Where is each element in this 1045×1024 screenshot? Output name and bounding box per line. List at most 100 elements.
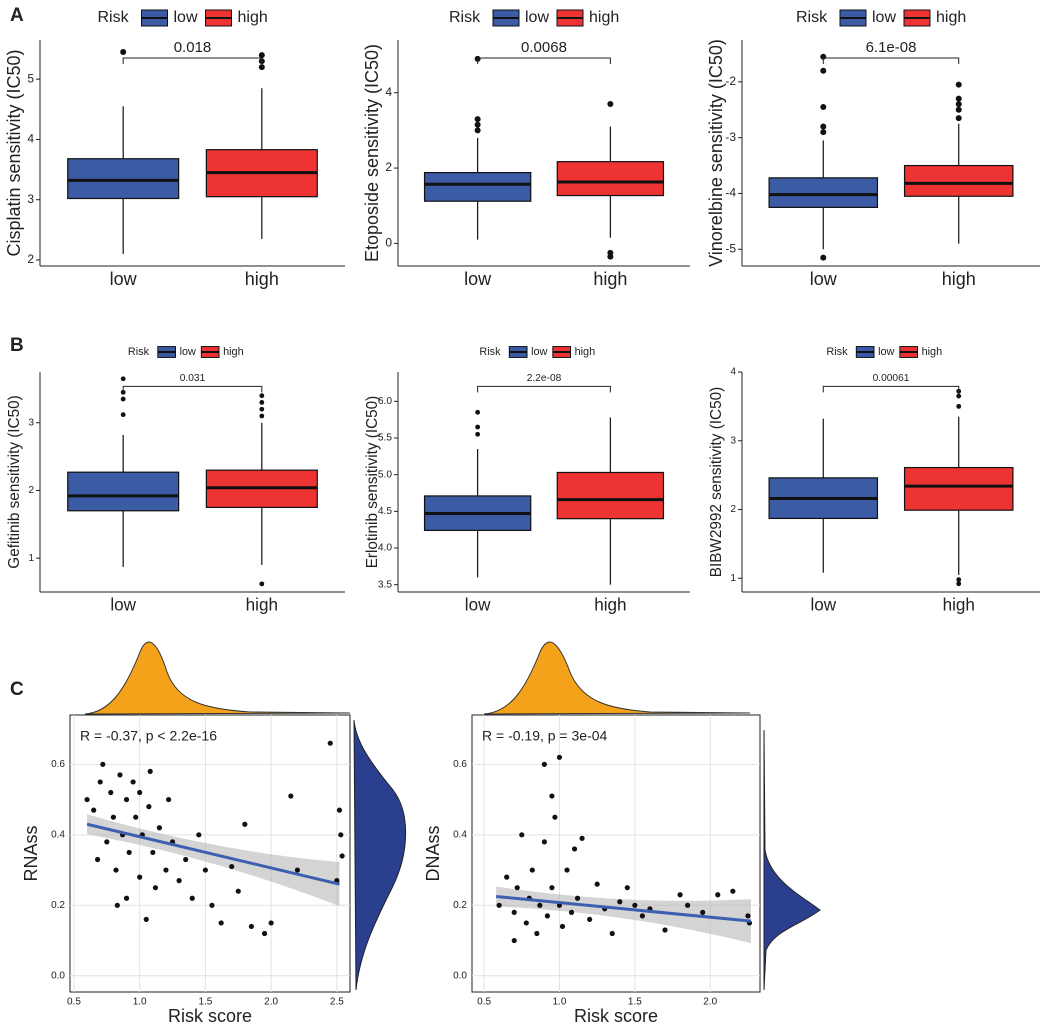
box [67,158,180,200]
outlier [956,577,962,583]
point [100,761,106,767]
x-tick-label: 1.5 [628,997,642,1008]
bracket [477,385,611,393]
annotation: R = -0.37, p < 2.2e-16 [80,728,217,744]
y-tick-label: 4.5 [378,506,392,517]
point [104,839,110,845]
x-axis-label: Risk score [574,1006,658,1024]
point [549,793,555,799]
box [556,471,665,520]
legend-label: high [936,9,966,26]
point [133,814,139,820]
point [137,789,143,796]
point [537,902,543,908]
point [511,909,517,915]
point [176,878,182,884]
y-tick-label: 0.0 [51,970,65,981]
box [903,466,1014,511]
outlier [955,106,962,113]
outlier [474,116,481,123]
point [294,867,301,873]
point [183,856,189,863]
point [552,814,558,820]
point [150,849,156,856]
x-tick-label: low [110,596,136,615]
legend-label: low [180,346,196,358]
point [152,885,159,891]
outlier [259,581,265,587]
y-tick-label: 3 [28,417,34,428]
point [218,920,224,926]
point [202,867,208,873]
box [768,177,879,209]
y-tick-label: -4 [725,186,736,200]
legend-label: high [223,346,244,358]
outlier [607,101,614,108]
y-tick-label: 0 [385,236,392,250]
bracket [822,57,960,64]
p-value: 0.0068 [521,39,567,56]
point [261,930,268,937]
y-tick-label: 5.5 [378,433,392,444]
point [496,902,502,908]
y-tick-label: 0.6 [453,759,467,770]
y-tick-label: 0.2 [51,900,65,911]
point [685,902,691,908]
y-tick-label: 3 [27,192,34,206]
y-tick-label: 3 [730,435,736,446]
density-top [483,641,751,715]
outlier [474,121,481,128]
point [113,867,119,873]
outlier [120,412,126,418]
point [156,825,162,831]
point [235,888,241,894]
point [114,902,120,908]
y-axis-label: Etoposide sensitivity (IC50) [362,44,382,262]
bracket [477,57,611,64]
point [95,856,101,863]
point [624,885,630,891]
box [423,171,532,202]
outlier [955,81,962,88]
box [67,471,180,512]
point [730,888,736,894]
plot-area [471,714,761,993]
point [745,913,751,919]
point [549,885,555,891]
x-tick-label: 2.0 [703,997,717,1008]
point [97,779,103,785]
confidence-band [496,886,751,944]
outlier [259,406,265,412]
outlier [258,52,265,59]
point [338,832,344,838]
y-tick-label: 4 [730,367,736,378]
p-value: 0.031 [180,373,206,384]
point [559,923,566,930]
y-tick-label: 3.5 [378,579,392,590]
point [677,892,683,898]
x-tick-label: high [943,596,975,615]
point [327,740,333,746]
legend-label: low [878,346,894,358]
outlier [820,103,827,110]
point [594,881,600,887]
point [146,804,152,810]
x-tick-label: high [593,269,627,289]
point [609,930,615,937]
box [556,161,665,197]
point [163,867,169,873]
fit-line [86,822,340,886]
y-tick-label: 0.2 [453,900,467,911]
x-tick-label: high [246,596,278,615]
x-tick-label: 0.5 [477,997,491,1008]
point [84,796,90,803]
outlier [607,253,614,260]
y-axis-label: RNAss [21,825,41,881]
outlier [474,127,481,134]
outlier [955,115,962,122]
outlier [956,403,962,409]
point [662,927,668,933]
y-tick-label: -3 [725,130,736,144]
y-tick-label: 4 [27,132,34,146]
y-tick-label: 0.0 [453,970,467,981]
